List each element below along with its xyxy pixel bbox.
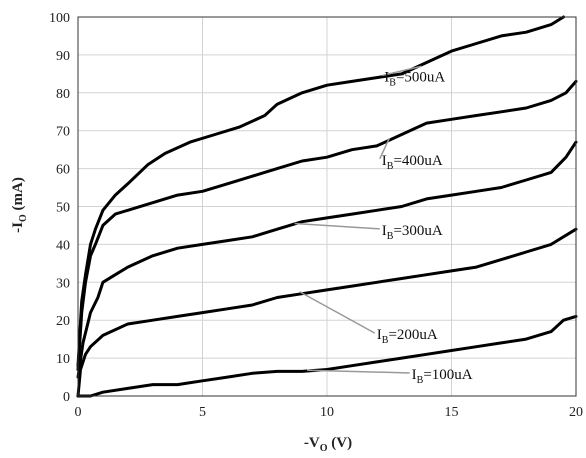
series-line-1 <box>76 15 565 368</box>
series-label-rest: =400uA <box>393 153 442 169</box>
series-label-1: IB=500uA <box>384 69 445 88</box>
series-label-2: IB=400uA <box>382 153 443 172</box>
x-axis-title-unit: (V) <box>328 435 353 451</box>
x-tick-label: 5 <box>199 405 206 420</box>
series-label-main: I <box>384 69 389 85</box>
series-line-4 <box>76 227 578 398</box>
grid <box>77 16 577 397</box>
y-tick-label: 10 <box>56 352 70 367</box>
y-axis-title: -IO (mA) <box>10 177 29 233</box>
series-label-3: IB=300uA <box>382 223 443 242</box>
series-line-5 <box>76 314 578 398</box>
plot-frame <box>77 16 577 397</box>
series-label-sub: B <box>387 161 394 172</box>
x-axis-title: -VO (V) <box>304 435 352 454</box>
y-axis-title-main: -I <box>10 222 26 233</box>
y-tick-label: 60 <box>56 163 70 178</box>
y-tick-label: 90 <box>56 49 70 64</box>
series-label-sub: B <box>387 231 394 242</box>
y-tick-label: 0 <box>63 390 70 405</box>
y-tick-label: 30 <box>56 276 70 291</box>
series-label-rest: =100uA <box>423 367 472 383</box>
series-label-sub: B <box>382 335 389 346</box>
leader-line-4 <box>299 291 376 334</box>
y-tick-label: 40 <box>56 238 70 253</box>
series-label-main: I <box>412 367 417 383</box>
y-tick-label: 20 <box>56 314 70 329</box>
series-label-main: I <box>377 327 382 343</box>
leader-line-2 <box>379 137 390 160</box>
series-layer <box>76 15 578 398</box>
y-tick-label: 50 <box>56 201 70 216</box>
leader-line-5 <box>307 369 410 374</box>
leader-line-1 <box>382 65 422 77</box>
series-label-main: I <box>382 153 387 169</box>
series-label-sub: B <box>417 375 424 386</box>
leader-line-3 <box>294 222 380 230</box>
x-axis-title-sub: O <box>320 443 328 454</box>
y-tick-label: 100 <box>49 11 70 26</box>
series-label-sub: B <box>389 77 396 88</box>
series-label-rest: =200uA <box>388 327 437 343</box>
y-tick-label: 70 <box>56 125 70 140</box>
x-tick-label: 20 <box>569 405 583 420</box>
series-label-4: IB=200uA <box>377 327 438 346</box>
series-label-rest: =300uA <box>393 223 442 239</box>
x-axis-title-main: -V <box>304 435 320 451</box>
series-label-rest: =500uA <box>396 69 445 85</box>
y-tick-label: 80 <box>56 87 70 102</box>
series-label-main: I <box>382 223 387 239</box>
y-axis-title-unit: (mA) <box>10 177 26 214</box>
leader-layer <box>294 65 422 374</box>
y-tick-labels: 0 10 20 30 40 50 60 70 80 90 100 <box>49 11 70 405</box>
x-tick-labels: 0 5 10 15 20 <box>75 405 584 420</box>
y-axis-title-sub: O <box>18 214 29 222</box>
series-line-3 <box>76 140 578 379</box>
x-tick-label: 15 <box>445 405 459 420</box>
x-tick-label: 10 <box>320 405 334 420</box>
series-line-2 <box>76 79 578 371</box>
series-label-5: IB=100uA <box>412 367 473 386</box>
x-tick-label: 0 <box>75 405 82 420</box>
